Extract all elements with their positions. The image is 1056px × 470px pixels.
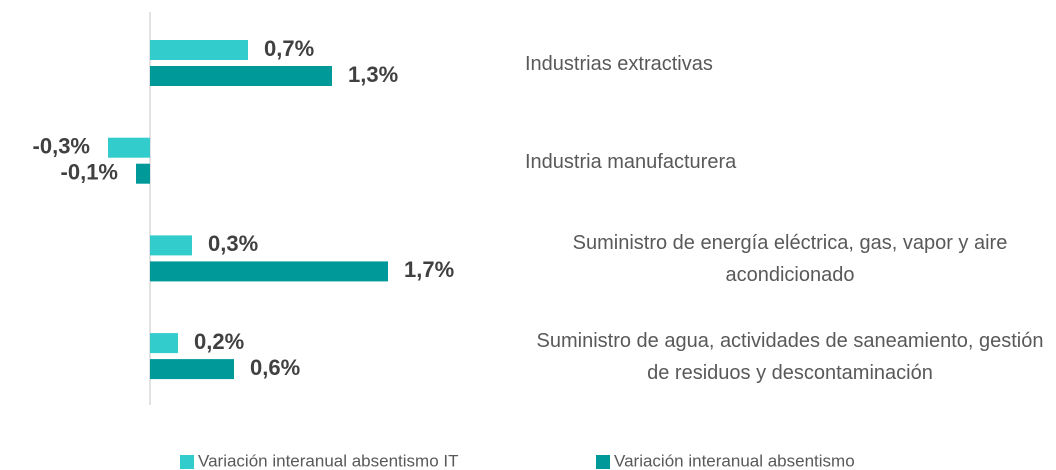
- legend-swatch: [180, 455, 194, 469]
- data-label: 1,3%: [348, 62, 398, 87]
- bar: [136, 163, 150, 184]
- data-label: 0,3%: [208, 231, 258, 256]
- data-label: 0,7%: [264, 36, 314, 61]
- data-label: -0,3%: [33, 134, 90, 159]
- bar: [150, 261, 388, 282]
- bar: [150, 40, 248, 60]
- legend-swatch: [596, 455, 610, 469]
- data-label: 0,2%: [194, 329, 244, 354]
- bar: [150, 333, 178, 354]
- bar: [150, 235, 192, 256]
- data-label: -0,1%: [61, 160, 118, 185]
- legend-label: Variación interanual absentismo IT: [198, 451, 459, 470]
- bar: [108, 137, 150, 158]
- category-label: Suministro de energía eléctrica, gas, va…: [572, 232, 1008, 287]
- bar: [150, 359, 234, 380]
- category-label: Industrias extractivas: [525, 53, 713, 75]
- category-label: Industria manufacturera: [525, 150, 737, 173]
- data-label: 0,6%: [250, 355, 300, 380]
- bar: [150, 66, 332, 86]
- legend-label: Variación interanual absentismo: [614, 451, 855, 470]
- data-label: 1,7%: [404, 257, 454, 282]
- category-label: Suministro de agua, actividades de sanea…: [536, 330, 1044, 385]
